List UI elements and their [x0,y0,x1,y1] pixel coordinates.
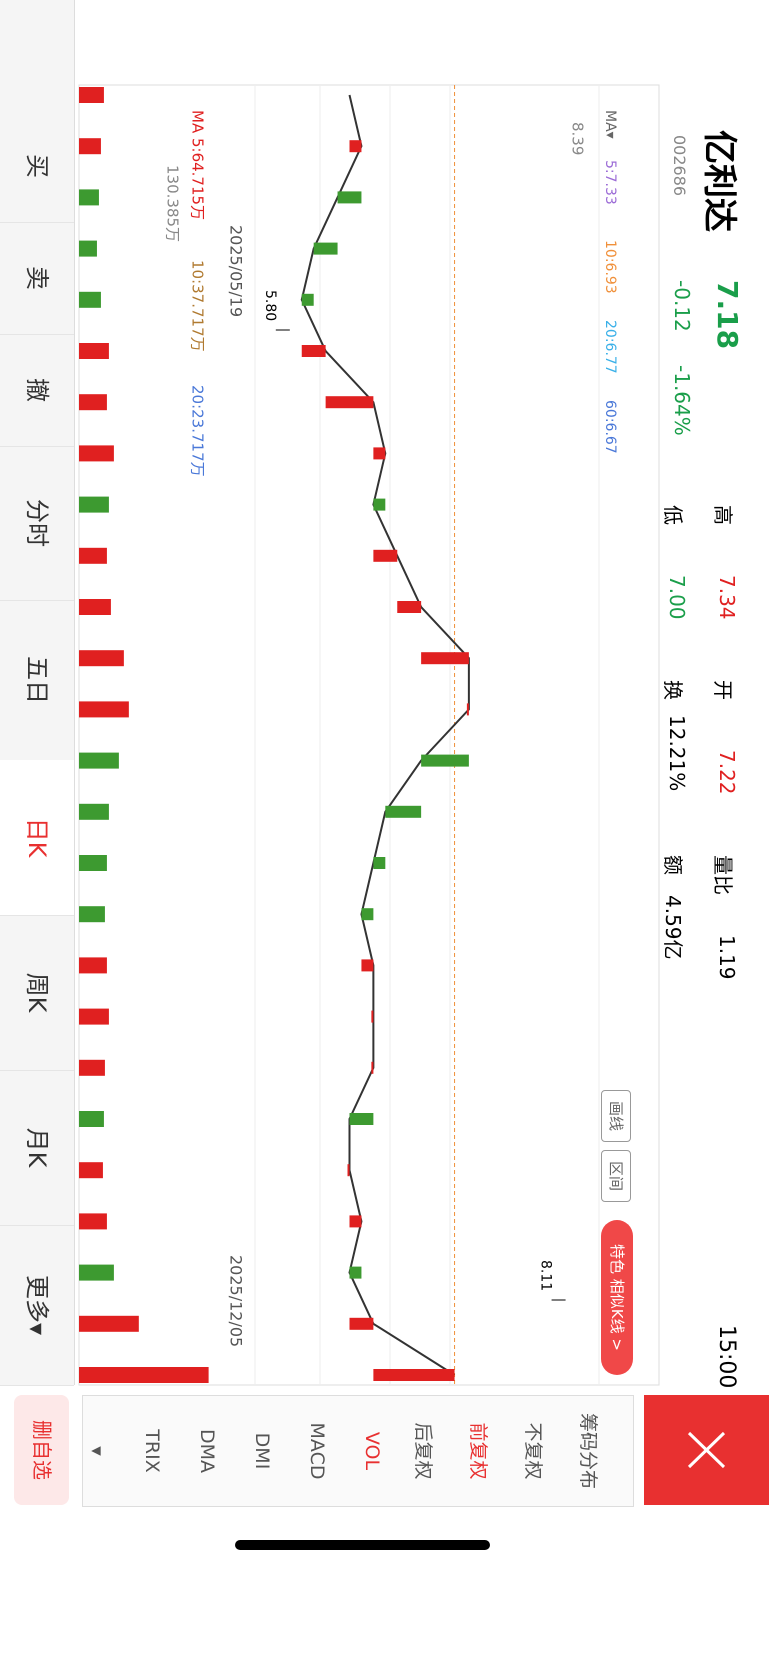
candle [361,908,374,921]
candle [421,652,469,665]
tab[interactable]: 更多▾ [0,1225,74,1386]
indicator-option[interactable]: TRIX [141,1429,163,1473]
volume-bar [78,906,105,923]
close-button[interactable] [644,1395,769,1505]
unfollow-button[interactable]: 删自选 [14,1395,69,1505]
annotation: 8.11 [538,1260,554,1291]
volume-bar [78,240,97,257]
tab[interactable]: 卖 [0,222,74,335]
volume-bar [78,547,107,564]
annotation: 5.80 [262,290,278,321]
volume-bar [79,1367,209,1383]
tab[interactable]: 五日 [0,600,74,761]
indicator-option[interactable]: 前复权 [467,1422,489,1480]
volume-ma: MA 5:64.715万 [189,110,207,220]
candle [373,447,386,460]
volume-bar [79,650,124,667]
kline-chart: MA▾ 5:7.33 10:6.93 20:6.77 60:6.67 8.39 8.11 5.… [78,84,660,1386]
volume-bar [79,496,109,513]
volume-bar [78,701,129,718]
chart-frame [78,84,660,1386]
tab[interactable]: 撤 [0,334,74,447]
indicator-option[interactable]: MACD [306,1422,328,1480]
candle [337,191,362,204]
volume-bar [78,957,107,974]
price-line [300,94,470,1376]
close-icon [687,1431,726,1469]
volume-bar [78,1315,139,1332]
volume-bar [79,1111,104,1127]
ma-value: 5:7.33 [602,160,618,205]
volume-bar [79,87,104,103]
indicator-option[interactable]: DMI [251,1432,273,1470]
tab[interactable]: 日K [0,760,74,916]
volume-bar [78,394,107,411]
tab-bar: 买卖撤分时 五日 日K 周K 月K 更多▾ [0,0,75,1386]
tab[interactable]: 分时 [0,446,74,601]
candle [349,140,362,153]
candle [325,396,374,409]
ma-label: MA▾ [602,110,618,139]
ma-value: 20:6.77 [602,320,618,374]
volume-bar [79,343,109,359]
indicator-option[interactable]: 后复权 [412,1422,434,1480]
volume-ma: 10:37.717万 [189,260,207,352]
candle [373,1369,455,1381]
volume-bar [79,138,101,155]
candle [373,857,386,869]
indicator-option[interactable]: 不复权 [522,1422,544,1480]
indicator-option[interactable]: VOL [361,1431,383,1471]
candle [313,242,338,255]
candle [385,805,422,818]
candle [349,1317,374,1330]
candle [421,754,469,767]
ma-value: 10:6.93 [602,240,618,294]
candle [371,1061,374,1074]
candle [371,1010,374,1023]
volume-bar [78,189,99,206]
volume-bar [78,1213,107,1230]
tab[interactable]: 周K [0,915,74,1071]
tab[interactable]: 买 [0,110,74,223]
indicator-option[interactable]: 筹码分布 [577,1412,599,1489]
x-label: 2025/05/19 [227,225,246,317]
candle [347,1164,350,1177]
volume-bar [79,1008,109,1025]
volume-bar [79,752,119,769]
volume-bar [78,1059,105,1076]
candle [349,1266,362,1279]
home-indicator [235,1540,490,1550]
candle [361,959,374,972]
volume-max: 130.385万 [164,165,182,242]
candle [373,498,386,511]
candle [397,601,422,613]
candle [466,703,469,716]
volume-bar [79,599,111,615]
candle [301,345,326,357]
volume-ma: 20:23.717万 [189,385,207,477]
volume-bar [78,855,107,871]
volume-bar [79,803,109,820]
x-label: 2025/12/05 [227,1255,246,1347]
indicator-option[interactable]: ▾ [86,1446,108,1456]
candle [349,1113,374,1125]
indicator-option[interactable]: DMA [196,1428,218,1474]
candle [301,293,314,306]
y-tick-label: 8.39 [569,122,587,155]
indicator-panel: 筹码分布 不复权 前复权 后复权 VOL MACD DMI DMA TRIX ▾ [82,1395,634,1507]
candle [349,1215,362,1228]
candle [373,549,398,562]
volume-bar [79,445,114,462]
volume-bar [79,1264,114,1281]
ma-value: 60:6.67 [602,400,618,454]
volume-bar [79,1162,103,1179]
tab[interactable]: 月K [0,1070,74,1226]
volume-bar [79,291,101,308]
